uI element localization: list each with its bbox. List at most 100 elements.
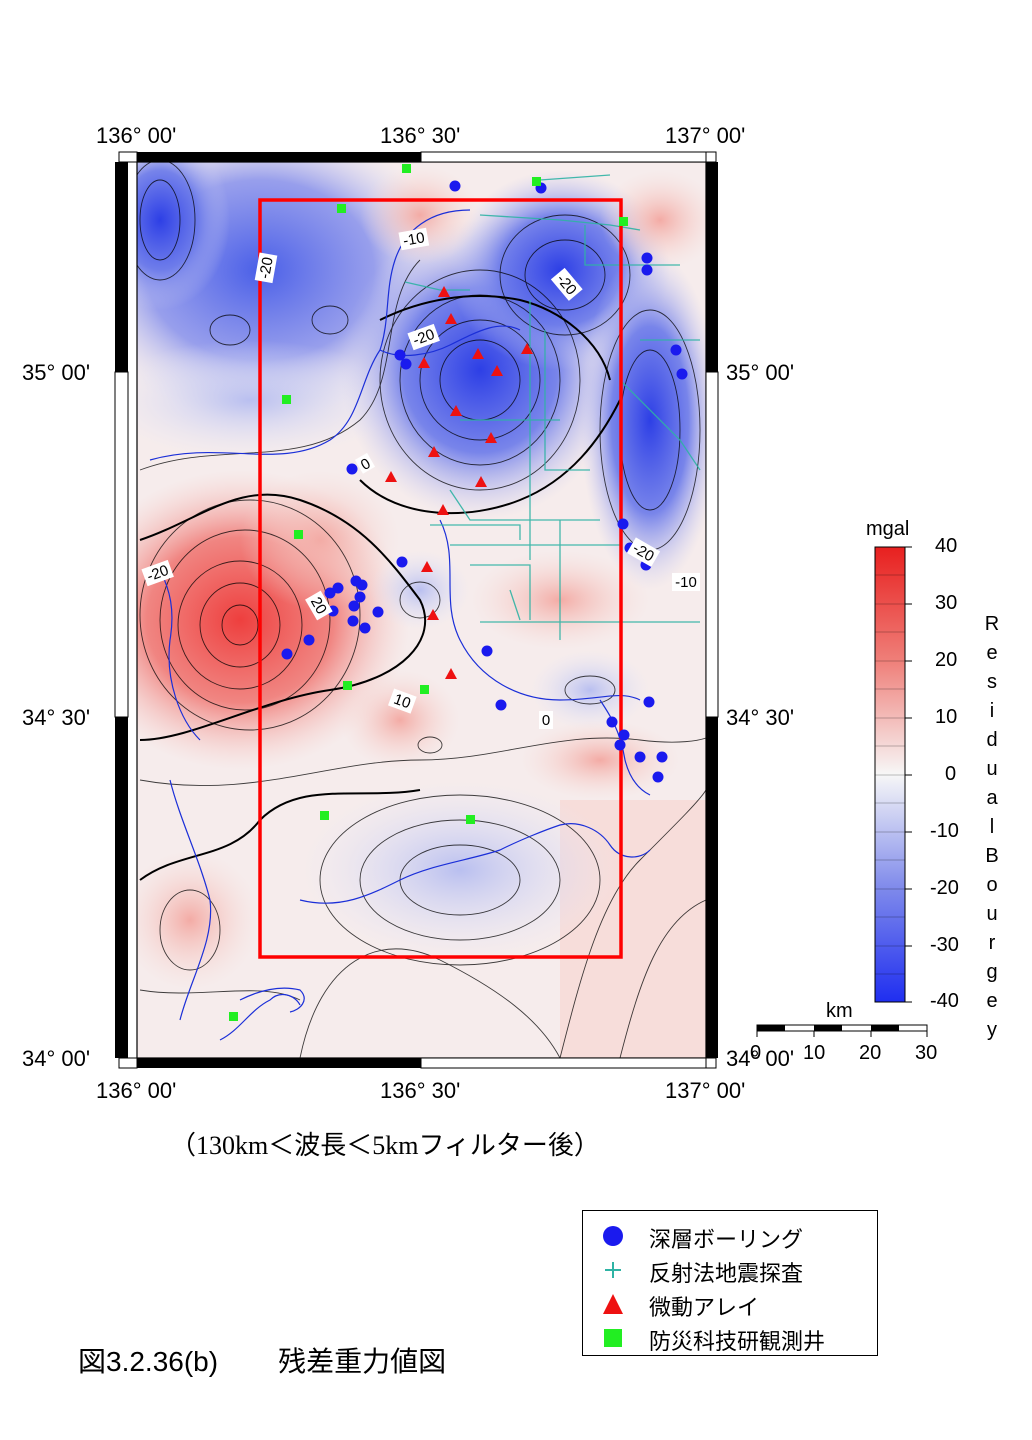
lon-label-bottom-137-00: 137° 00' [665, 1078, 746, 1103]
borehole-marker [348, 600, 360, 612]
colorbar-title-char: e [986, 642, 998, 664]
borehole-marker [656, 751, 668, 763]
lon-label-bottom-136-00: 136° 00' [96, 1078, 177, 1103]
scale-tick: 30 [915, 1042, 938, 1064]
colorbar-tick: 40 [935, 535, 958, 557]
colorbar-title-char: e [986, 990, 998, 1012]
borehole-marker [396, 556, 408, 568]
well-marker [337, 204, 346, 213]
borehole-marker [303, 634, 315, 646]
well-marker [320, 811, 329, 820]
colorbar-title-char: r [988, 932, 996, 954]
borehole-marker [359, 622, 371, 634]
colorbar-title-char: g [986, 961, 998, 983]
lat-label-right-34-30: 34° 30' [726, 705, 795, 730]
well-marker [532, 177, 541, 186]
contour-label: -10 [402, 229, 426, 250]
colorbar-tick: -30 [930, 934, 959, 956]
colorbar-tick: 30 [935, 592, 958, 614]
scale-tick: 0 [750, 1042, 762, 1064]
borehole-marker [617, 518, 629, 530]
borehole-marker [400, 358, 412, 370]
borehole-markers [281, 180, 688, 783]
contour-label: 20 [307, 594, 330, 617]
borehole-marker [346, 463, 358, 475]
well-marker [229, 1012, 238, 1021]
legend: 深層ボーリング 反射法地震探査 微動アレイ 防災科技研観測井 [582, 1210, 878, 1356]
colorbar [874, 546, 912, 1003]
scale-unit: km [826, 1000, 853, 1022]
borehole-marker [676, 368, 688, 380]
scale-tick: 10 [803, 1042, 826, 1064]
well-marker [402, 164, 411, 173]
colorbar-tick: -20 [930, 877, 959, 899]
colorbar-title-char: R [984, 613, 1000, 635]
legend-item-seismic: 反射法地震探査 [583, 1253, 877, 1287]
colorbar-title-char: d [986, 729, 998, 751]
legend-label: 防災科技研観測井 [649, 1329, 826, 1354]
lat-label-right-35-00: 35° 00' [726, 360, 795, 385]
colorbar-title-char: a [986, 787, 998, 809]
well-marker [619, 217, 628, 226]
lon-label-top-136-00: 136° 00' [96, 123, 177, 148]
colorbar-tick: -40 [930, 990, 959, 1012]
borehole-marker [614, 739, 626, 751]
borehole-marker [324, 587, 336, 599]
legend-label: 反射法地震探査 [649, 1261, 804, 1286]
borehole-marker [281, 648, 293, 660]
colorbar-title-char: u [986, 903, 998, 925]
contour-label: -20 [145, 562, 171, 585]
colorbar-title-char: y [987, 1019, 997, 1041]
well-marker [466, 815, 475, 824]
microtremor-marker [427, 609, 439, 620]
legend-label: 微動アレイ [649, 1295, 760, 1320]
colorbar-title-char: u [986, 758, 998, 780]
filter-caption: （130km＜波長＜5kmフィルター後） [170, 1131, 600, 1160]
microtremor-marker [385, 471, 397, 482]
square-icon [604, 1329, 622, 1347]
borehole-marker [449, 180, 461, 192]
microtremor-marker [521, 343, 533, 354]
colorbar-title-char: l [989, 816, 995, 838]
borehole-marker [606, 716, 618, 728]
borehole-marker [618, 729, 630, 741]
well-marker [294, 530, 303, 539]
microtremor-marker [450, 405, 462, 416]
plus-icon [605, 1262, 621, 1278]
microtremor-marker [437, 504, 449, 515]
colorbar-tick: 10 [935, 706, 958, 728]
well-marker [282, 395, 291, 404]
lon-label-top-136-30: 136° 30' [380, 123, 461, 148]
legend-label: 深層ボーリング [649, 1227, 804, 1252]
microtremor-marker [485, 432, 497, 443]
microtremor-marker [445, 313, 457, 324]
map-raster [137, 162, 706, 1058]
scale-bar [756, 1024, 928, 1037]
study-area-rectangle [258, 198, 623, 959]
borehole-marker [347, 615, 359, 627]
borehole-marker [643, 696, 655, 708]
microtremor-marker [491, 365, 503, 376]
borehole-marker [394, 349, 406, 361]
microtremor-marker [418, 357, 430, 368]
microtremor-marker [421, 561, 433, 572]
colorbar-title-char: s [987, 671, 997, 693]
microtremor-marker [428, 446, 440, 457]
circle-icon [603, 1226, 623, 1246]
legend-item-microtremor: 微動アレイ [583, 1287, 877, 1321]
colorbar-tick: 0 [945, 763, 957, 785]
figure-title: 図3.2.36(b) 残差重力値図 [78, 1340, 446, 1380]
borehole-marker [652, 771, 664, 783]
borehole-marker [372, 606, 384, 618]
lat-label-left-34-00: 34° 00' [22, 1046, 91, 1071]
contour-label: -20 [411, 326, 437, 349]
triangle-icon [603, 1294, 623, 1314]
legend-item-borehole: 深層ボーリング [583, 1219, 877, 1253]
borehole-marker [332, 582, 344, 594]
microtremor-marker [472, 348, 484, 359]
microtremor-marker [438, 286, 450, 297]
legend-item-well: 防災科技研観測井 [583, 1321, 877, 1355]
figure-title-text: 残差重力値図 [278, 1346, 447, 1377]
borehole-marker [495, 699, 507, 711]
